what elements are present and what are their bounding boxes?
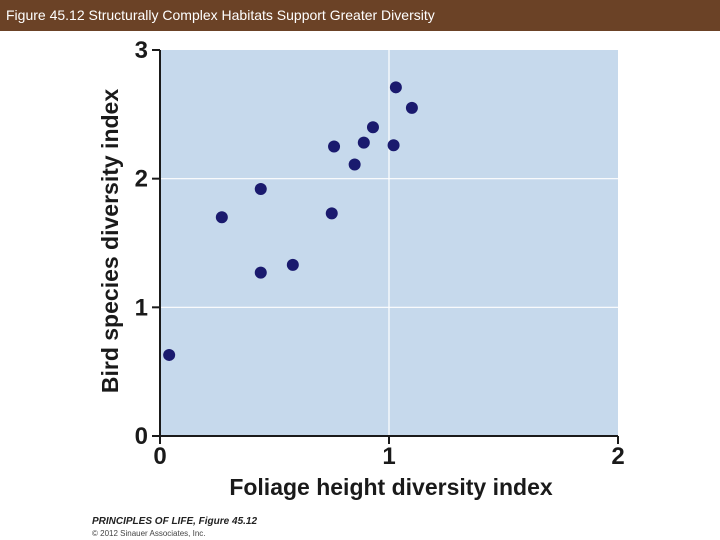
figure-title: Figure 45.12 Structurally Complex Habita… <box>6 7 435 23</box>
axes <box>152 49 619 444</box>
data-point-12 <box>405 101 418 114</box>
y-tick-label-2: 2 <box>135 166 148 193</box>
tick-labels: 0 1 2 3 0 1 2 <box>135 37 625 470</box>
y-axis-label: Bird species diversity index <box>97 89 123 393</box>
x-tick-label-1: 1 <box>382 443 395 470</box>
figure-title-bar: Figure 45.12 Structurally Complex Habita… <box>0 0 720 31</box>
data-point-11 <box>389 81 402 94</box>
book-credit: PRINCIPLES OF LIFE, Figure 45.12 <box>92 516 258 527</box>
y-tick-label-0: 0 <box>135 423 148 450</box>
y-tick-label-3: 3 <box>135 37 148 64</box>
data-point-8 <box>357 136 370 149</box>
x-tick-label-2: 2 <box>611 443 624 470</box>
x-axis-label: Foliage height diversity index <box>229 474 553 500</box>
data-point-3 <box>254 266 267 279</box>
data-point-1 <box>215 211 228 224</box>
data-point-9 <box>366 121 379 134</box>
data-point-4 <box>286 258 299 271</box>
data-point-5 <box>325 207 338 220</box>
data-point-7 <box>348 158 361 171</box>
data-point-6 <box>328 140 341 153</box>
data-point-0 <box>163 348 176 361</box>
copyright-credit: © 2012 Sinauer Associates, Inc. <box>92 529 206 538</box>
data-points <box>163 81 418 361</box>
data-point-2 <box>254 182 267 195</box>
x-tick-label-0: 0 <box>153 443 166 470</box>
grid-lines <box>160 50 618 436</box>
y-tick-label-1: 1 <box>135 294 148 321</box>
data-point-10 <box>387 139 400 152</box>
